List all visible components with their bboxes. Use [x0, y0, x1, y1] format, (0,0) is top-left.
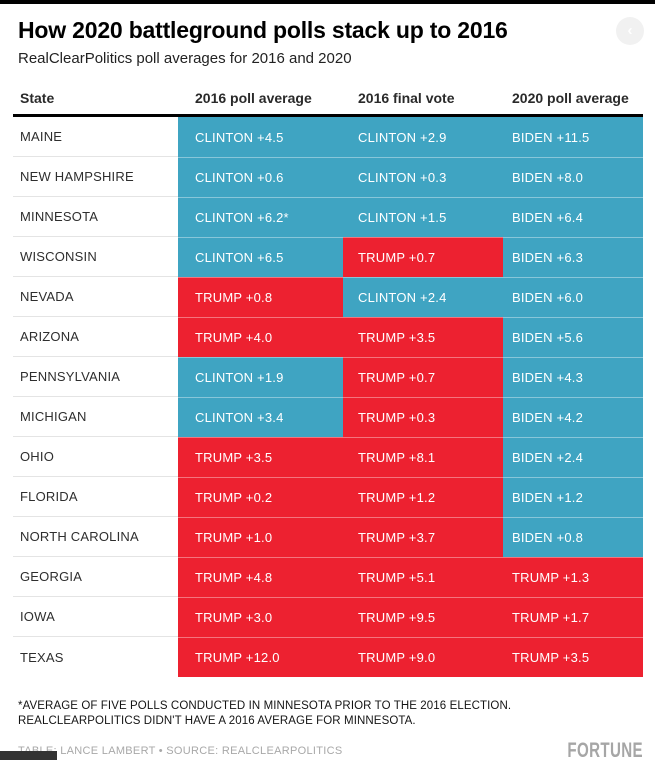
- cell-2016-final: TRUMP +8.1: [343, 437, 503, 477]
- cell-2016-poll: CLINTON +1.9: [178, 357, 343, 397]
- state-label: MINNESOTA: [13, 197, 178, 237]
- cell-2020-poll: BIDEN +6.0: [503, 277, 643, 317]
- cell-2016-poll: TRUMP +3.5: [178, 437, 343, 477]
- cell-2020-poll: TRUMP +1.7: [503, 597, 643, 637]
- table-row: MICHIGAN CLINTON +3.4 TRUMP +0.3 BIDEN +…: [13, 397, 643, 437]
- cell-2020-poll: BIDEN +0.8: [503, 517, 643, 557]
- state-label: ARIZONA: [13, 317, 178, 357]
- cell-2016-poll: TRUMP +0.2: [178, 477, 343, 517]
- cell-2020-poll: BIDEN +4.2: [503, 397, 643, 437]
- state-label: NORTH CAROLINA: [13, 517, 178, 557]
- column-header-2020-poll: 2020 poll average: [512, 90, 629, 106]
- state-label: NEW HAMPSHIRE: [13, 157, 178, 197]
- column-header-2016-final: 2016 final vote: [358, 90, 455, 106]
- cell-2016-final: TRUMP +1.2: [343, 477, 503, 517]
- page-title: How 2020 battleground polls stack up to …: [18, 17, 508, 43]
- cell-2016-final: CLINTON +0.3: [343, 157, 503, 197]
- dimension-tooltip: [0, 751, 57, 760]
- cell-2016-poll: CLINTON +3.4: [178, 397, 343, 437]
- column-header-2016-poll: 2016 poll average: [195, 90, 312, 106]
- cell-2016-poll: TRUMP +3.0: [178, 597, 343, 637]
- cell-2016-final: TRUMP +5.1: [343, 557, 503, 597]
- table-header-row: State 2016 poll average 2016 final vote …: [13, 88, 643, 117]
- table-row: FLORIDA TRUMP +0.2 TRUMP +1.2 BIDEN +1.2: [13, 477, 643, 517]
- table-row: GEORGIA TRUMP +4.8 TRUMP +5.1 TRUMP +1.3: [13, 557, 643, 597]
- footer: TABLE: LANCE LAMBERT • SOURCE: REALCLEAR…: [18, 739, 643, 760]
- table-row: TEXAS TRUMP +12.0 TRUMP +9.0 TRUMP +3.5: [13, 637, 643, 677]
- table-row: NORTH CAROLINA TRUMP +1.0 TRUMP +3.7 BID…: [13, 517, 643, 557]
- cell-2020-poll: BIDEN +2.4: [503, 437, 643, 477]
- state-label: GEORGIA: [13, 557, 178, 597]
- cell-2016-poll: CLINTON +0.6: [178, 157, 343, 197]
- table-row: NEVADA TRUMP +0.8 CLINTON +2.4 BIDEN +6.…: [13, 277, 643, 317]
- footnote: *AVERAGE OF FIVE POLLS CONDUCTED IN MINN…: [18, 700, 512, 728]
- cell-2016-final: CLINTON +2.4: [343, 277, 503, 317]
- cell-2016-poll: TRUMP +4.0: [178, 317, 343, 357]
- cell-2016-final: TRUMP +9.5: [343, 597, 503, 637]
- table-row: MAINE CLINTON +4.5 CLINTON +2.9 BIDEN +1…: [13, 117, 643, 157]
- cell-2020-poll: TRUMP +1.3: [503, 557, 643, 597]
- top-accent-bar: [0, 0, 655, 4]
- column-header-state: State: [20, 90, 55, 106]
- cell-2016-poll: CLINTON +6.5: [178, 237, 343, 277]
- cell-2020-poll: TRUMP +3.5: [503, 637, 643, 677]
- table-row: NEW HAMPSHIRE CLINTON +0.6 CLINTON +0.3 …: [13, 157, 643, 197]
- cell-2020-poll: BIDEN +6.4: [503, 197, 643, 237]
- page-subtitle: RealClearPolitics poll averages for 2016…: [18, 50, 352, 67]
- cell-2016-final: TRUMP +3.7: [343, 517, 503, 557]
- cell-2016-final: CLINTON +1.5: [343, 197, 503, 237]
- state-label: TEXAS: [13, 637, 178, 677]
- cell-2020-poll: BIDEN +6.3: [503, 237, 643, 277]
- cell-2016-final: TRUMP +9.0: [343, 637, 503, 677]
- state-label: MICHIGAN: [13, 397, 178, 437]
- state-label: NEVADA: [13, 277, 178, 317]
- fortune-logo: FORTUNE: [567, 739, 643, 760]
- table-body: MAINE CLINTON +4.5 CLINTON +2.9 BIDEN +1…: [13, 117, 643, 677]
- cell-2020-poll: BIDEN +8.0: [503, 157, 643, 197]
- cell-2016-final: CLINTON +2.9: [343, 117, 503, 157]
- state-label: OHIO: [13, 437, 178, 477]
- table-row: MINNESOTA CLINTON +6.2* CLINTON +1.5 BID…: [13, 197, 643, 237]
- cell-2020-poll: BIDEN +5.6: [503, 317, 643, 357]
- cell-2016-poll: TRUMP +1.0: [178, 517, 343, 557]
- cell-2016-final: TRUMP +0.7: [343, 357, 503, 397]
- cell-2020-poll: BIDEN +1.2: [503, 477, 643, 517]
- cell-2016-final: TRUMP +0.7: [343, 237, 503, 277]
- cell-2016-poll: TRUMP +12.0: [178, 637, 343, 677]
- state-label: FLORIDA: [13, 477, 178, 517]
- table-row: PENNSYLVANIA CLINTON +1.9 TRUMP +0.7 BID…: [13, 357, 643, 397]
- cell-2020-poll: BIDEN +4.3: [503, 357, 643, 397]
- cell-2016-poll: CLINTON +6.2*: [178, 197, 343, 237]
- cell-2016-poll: TRUMP +4.8: [178, 557, 343, 597]
- poll-table: State 2016 poll average 2016 final vote …: [13, 88, 643, 677]
- state-label: PENNSYLVANIA: [13, 357, 178, 397]
- credit-line: TABLE: LANCE LAMBERT • SOURCE: REALCLEAR…: [18, 745, 343, 758]
- cell-2016-final: TRUMP +0.3: [343, 397, 503, 437]
- cell-2016-poll: TRUMP +0.8: [178, 277, 343, 317]
- table-row: WISCONSIN CLINTON +6.5 TRUMP +0.7 BIDEN …: [13, 237, 643, 277]
- table-row: OHIO TRUMP +3.5 TRUMP +8.1 BIDEN +2.4: [13, 437, 643, 477]
- state-label: IOWA: [13, 597, 178, 637]
- state-label: WISCONSIN: [13, 237, 178, 277]
- chevron-left-icon[interactable]: ‹: [616, 17, 644, 45]
- cell-2020-poll: BIDEN +11.5: [503, 117, 643, 157]
- state-label: MAINE: [13, 117, 178, 157]
- table-row: IOWA TRUMP +3.0 TRUMP +9.5 TRUMP +1.7: [13, 597, 643, 637]
- cell-2016-final: TRUMP +3.5: [343, 317, 503, 357]
- table-row: ARIZONA TRUMP +4.0 TRUMP +3.5 BIDEN +5.6: [13, 317, 643, 357]
- cell-2016-poll: CLINTON +4.5: [178, 117, 343, 157]
